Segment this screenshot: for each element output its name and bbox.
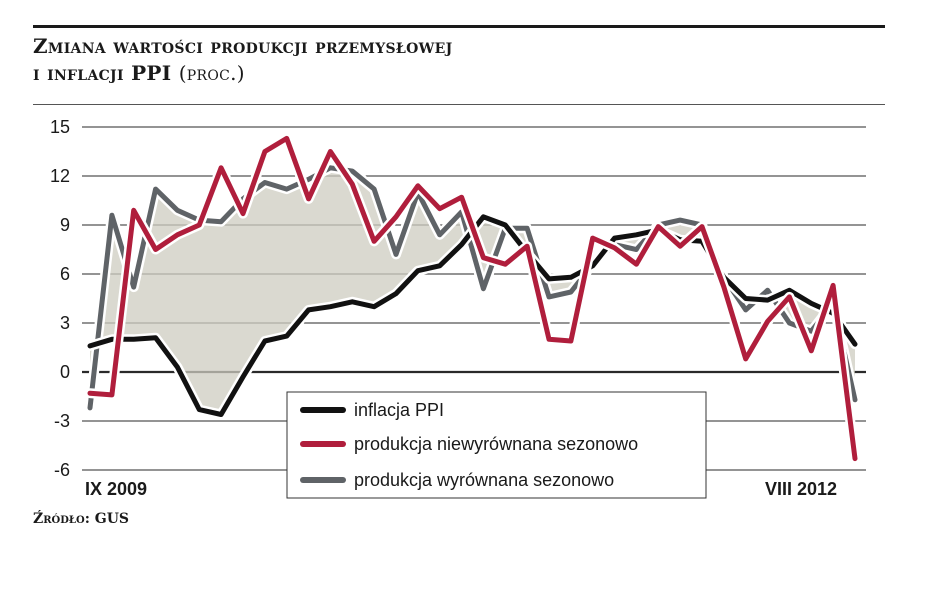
top-rule (33, 25, 885, 28)
title-unit: (proc.) (178, 61, 245, 85)
legend-label-adjusted: produkcja wyrównana sezonowo (354, 470, 614, 490)
title-line-1: Zmiana wartości produkcji przemysłowej (33, 34, 453, 58)
y-tick-label: 6 (60, 264, 70, 284)
title-line-2-text: i inflacji PPI (33, 61, 172, 85)
legend-label-ppi: inflacja PPI (354, 400, 444, 420)
legend-box (286, 391, 707, 499)
title-rule (33, 104, 885, 105)
source-note: Źródło: GUS (33, 511, 130, 527)
legend-label-unadjusted: produkcja niewyrównana sezonowo (354, 434, 638, 454)
x-end-label: VIII 2012 (765, 479, 837, 499)
legend: inflacja PPI produkcja niewyrównana sezo… (286, 391, 707, 499)
y-tick-label: -6 (54, 460, 70, 480)
y-axis-ticks: 15 12 9 6 3 0 -3 -6 (50, 117, 70, 480)
series-layer (85, 133, 860, 464)
chart-title: Zmiana wartości produkcji przemysłowej i… (33, 33, 793, 87)
series-line-unadjusted (87, 135, 858, 462)
title-line-2: i inflacji PPI (proc.) (33, 60, 793, 87)
x-start-label: IX 2009 (85, 479, 147, 499)
y-tick-label: -3 (54, 411, 70, 431)
y-tick-label: 15 (50, 117, 70, 137)
y-tick-label: 9 (60, 215, 70, 235)
y-tick-label: 3 (60, 313, 70, 333)
y-tick-label: 12 (50, 166, 70, 186)
y-tick-label: 0 (60, 362, 70, 382)
